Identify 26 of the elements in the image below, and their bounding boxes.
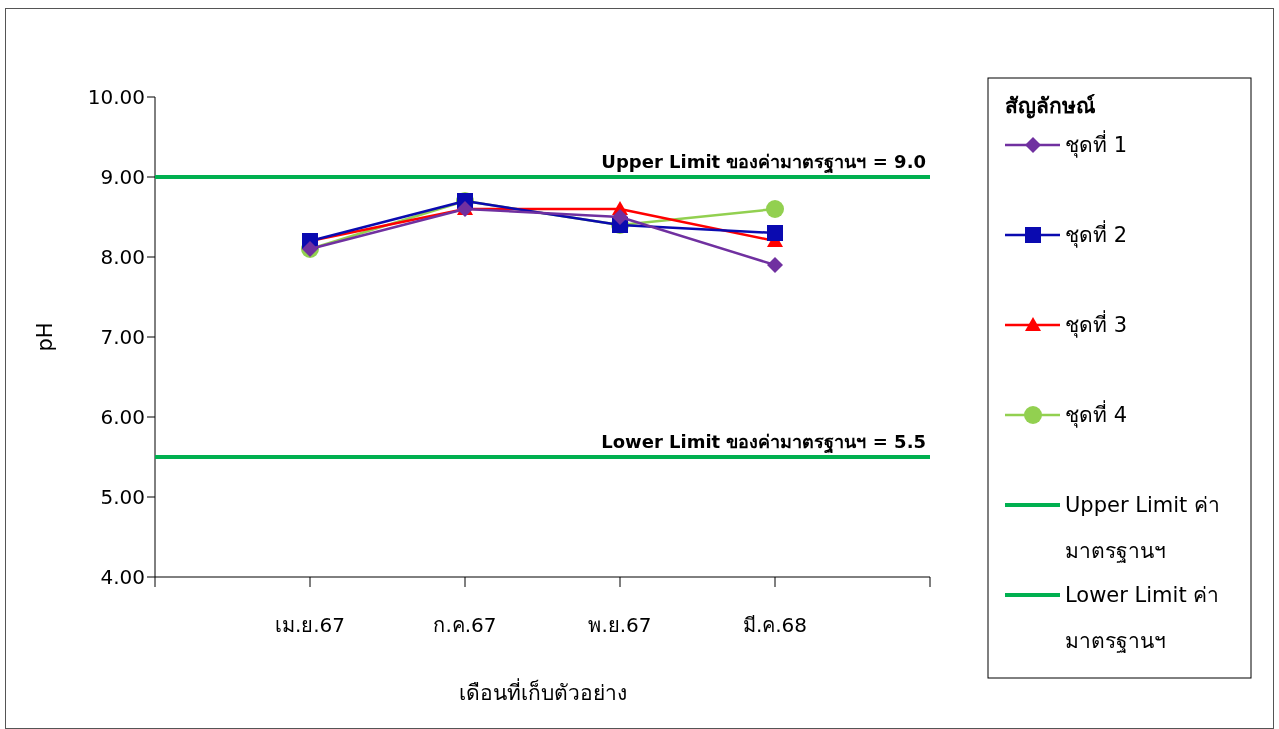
y-tick-label: 9.00: [100, 165, 145, 189]
point: [766, 200, 784, 218]
x-tick-label: เม.ย.67: [274, 613, 346, 637]
y-axis-title: pH: [33, 322, 57, 352]
legend-title: สัญลักษณ์: [1005, 94, 1096, 119]
legend-label: Upper Limit ค่ามาตรฐานฯ: [1065, 493, 1220, 563]
legend-label: ชุดที่ 2: [1065, 220, 1128, 248]
point: [612, 209, 628, 225]
y-tick-label: 5.00: [100, 485, 145, 509]
y-tick-label: 8.00: [100, 245, 145, 269]
y-tick-label: 10.00: [87, 85, 145, 109]
legend-label: ชุดที่ 4: [1065, 400, 1128, 428]
point: [767, 257, 783, 273]
x-tick-label: ก.ค.67: [433, 613, 497, 637]
legend-label: Lower Limit ค่ามาตรฐานฯ: [1065, 583, 1220, 653]
x-tick-label: มี.ค.68: [742, 613, 808, 637]
annotation: Upper Limit ของค่ามาตรฐานฯ = 9.0: [601, 151, 926, 174]
y-tick-label: 6.00: [100, 405, 145, 429]
y-tick-label: 7.00: [100, 325, 145, 349]
point: [767, 225, 783, 241]
x-axis-title: เดือนที่เก็บตัวอย่าง: [458, 678, 627, 705]
legend-label: ชุดที่ 1: [1065, 130, 1128, 158]
legend-label: ชุดที่ 3: [1065, 310, 1128, 338]
annotation: Lower Limit ของค่ามาตรฐานฯ = 5.5: [601, 431, 926, 454]
x-tick-label: พ.ย.67: [588, 613, 652, 637]
y-tick-label: 4.00: [100, 565, 145, 589]
